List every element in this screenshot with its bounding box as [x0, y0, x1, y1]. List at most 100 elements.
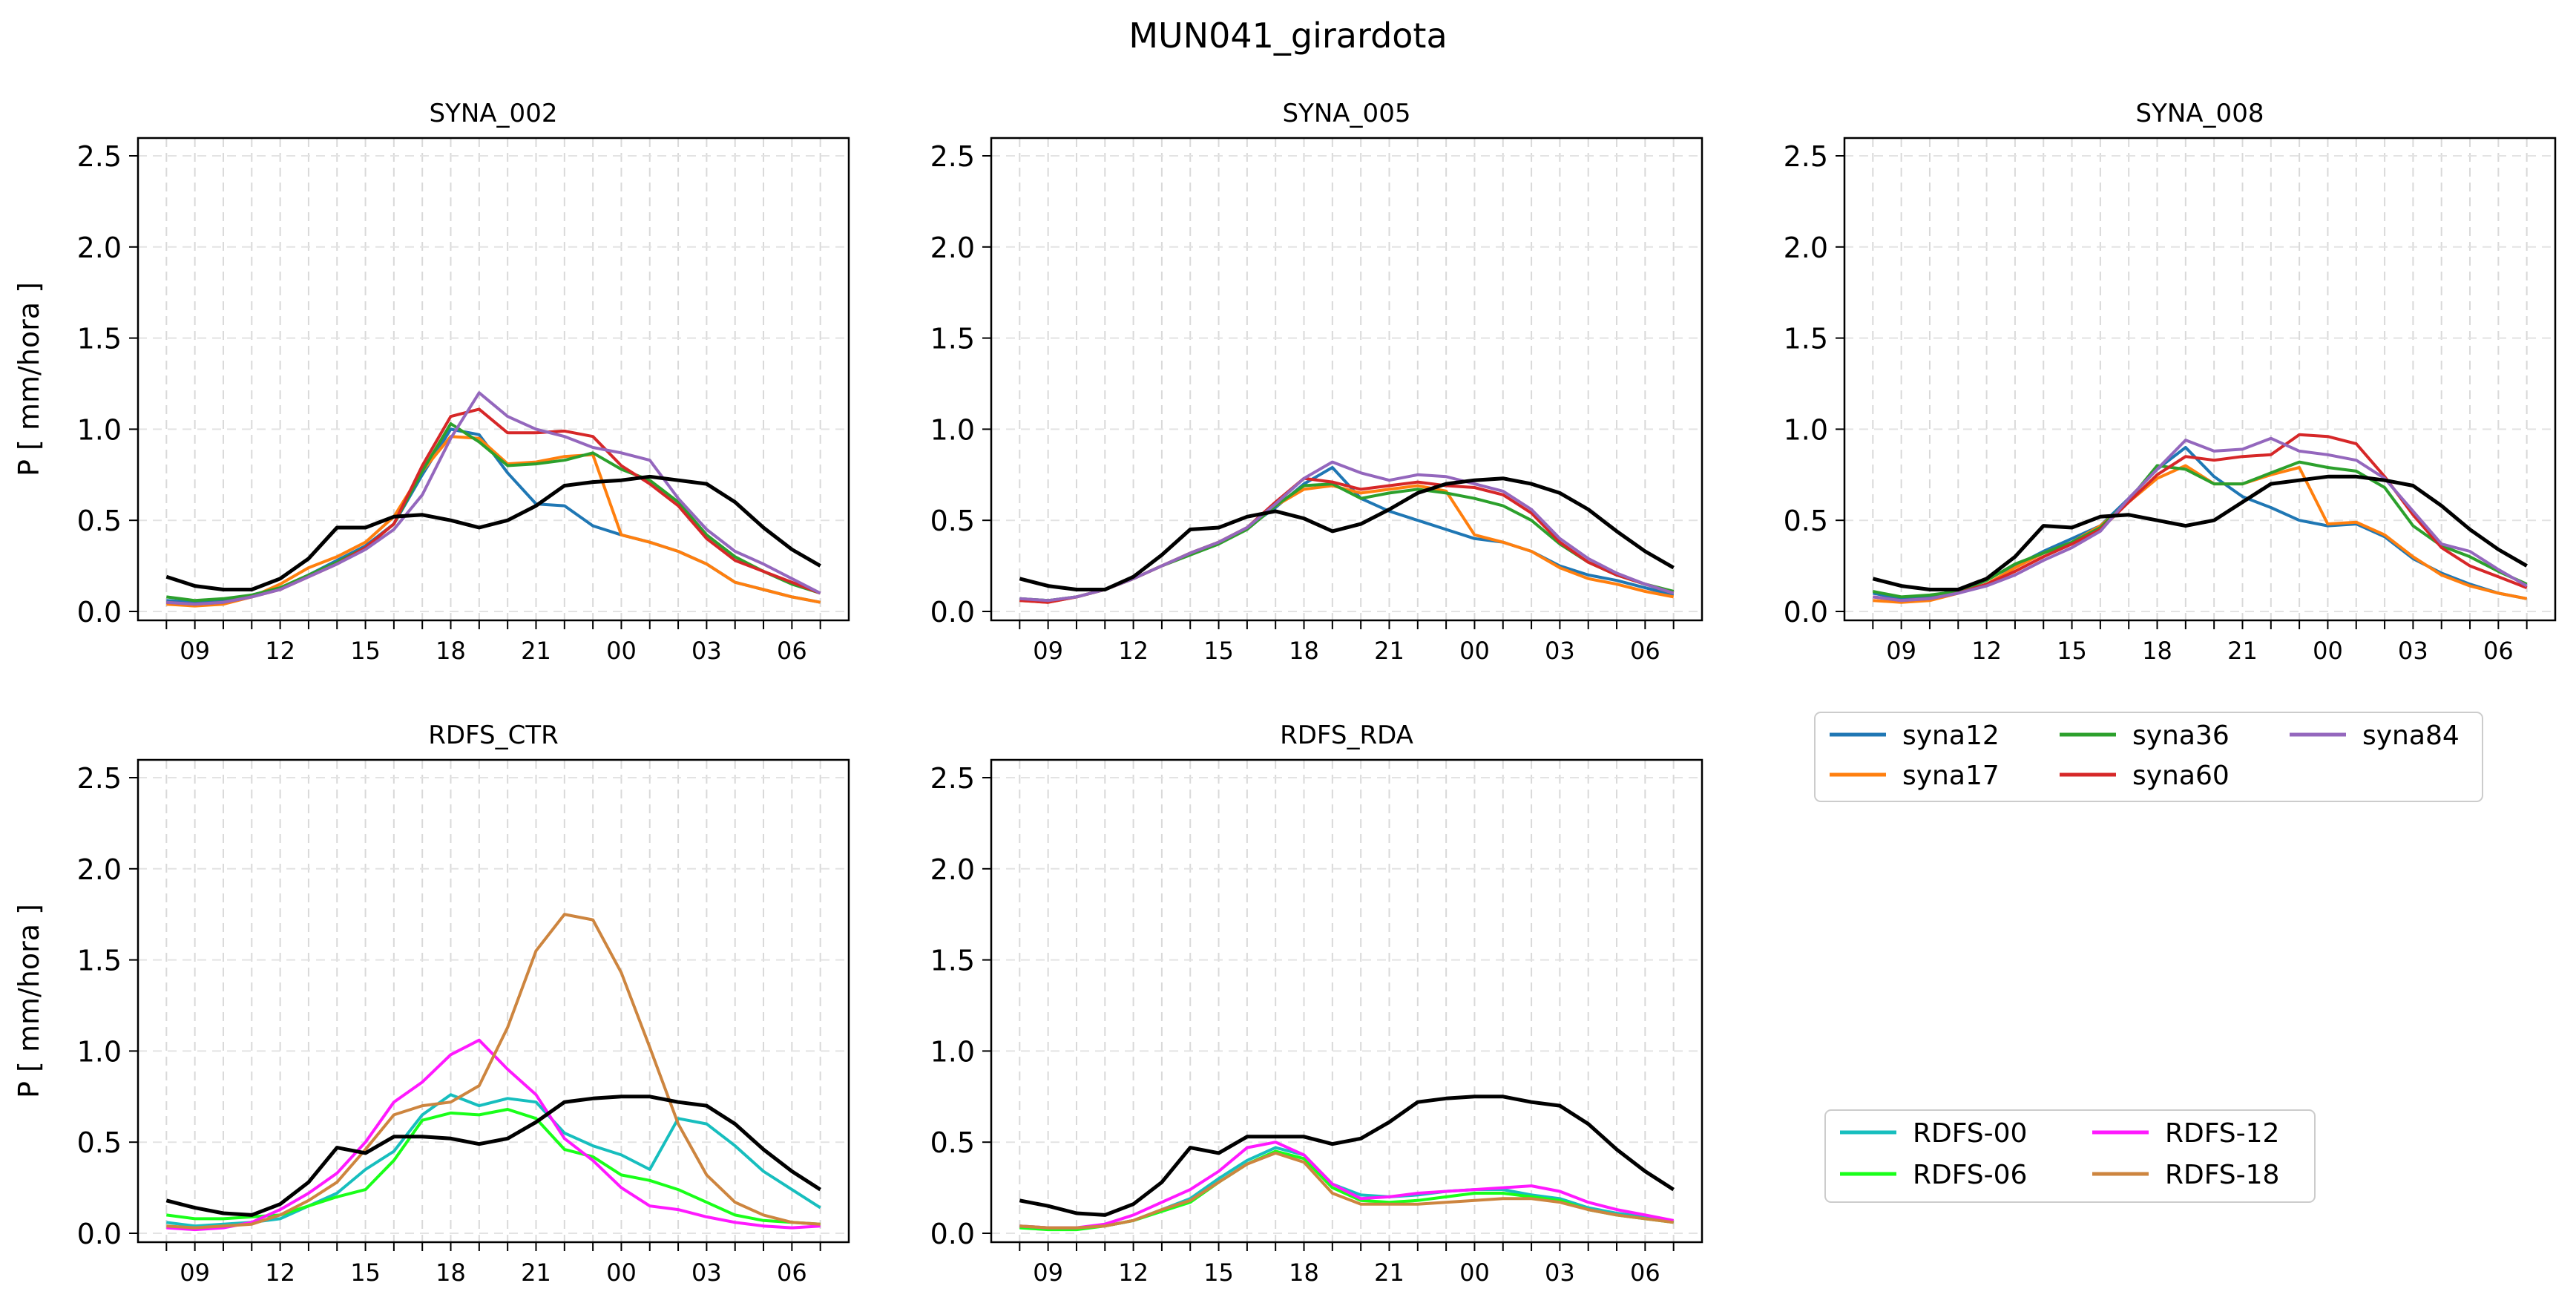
y-tick-label: 0.5	[1784, 505, 1828, 537]
series-line-syna17	[166, 435, 821, 608]
series-line-observed	[1872, 474, 2528, 591]
x-tick-label: 18	[2142, 637, 2172, 665]
y-tick-label: 0.0	[77, 1218, 122, 1250]
x-tick-label: 15	[2057, 637, 2087, 665]
y-tick-label: 1.0	[77, 1035, 122, 1068]
panel-syna-002: 0.0 0.5 1.0 1.5 2.0 2.5 09 12 15 18 21 00 03 06 SYNA_0…	[13, 99, 850, 665]
figure-title: MUN041_girardota	[1128, 16, 1447, 56]
series-line-syna84	[1873, 436, 2528, 603]
panel-title: SYNA_002	[430, 99, 558, 128]
y-tick-label: 1.0	[1784, 413, 1828, 446]
x-tick-label: 06	[777, 1259, 807, 1287]
y-tick-label: 1.5	[77, 323, 122, 355]
legend-label-rdfs-06: RDFS-06	[1913, 1160, 2027, 1190]
x-tick-label: 06	[1630, 1259, 1660, 1287]
y-tick-label: 2.0	[77, 853, 122, 886]
x-tick-label: 03	[1545, 1259, 1575, 1287]
series-line-rdfs-18	[166, 913, 821, 1230]
y-tick-label: 0.5	[77, 505, 122, 537]
x-tick-label: 18	[1289, 1259, 1319, 1287]
y-tick-label: 2.5	[77, 140, 122, 173]
panel-syna-005: 0.0 0.5 1.0 1.5 2.0 2.5 09 12 15 18 21 00 03 06 SYNA_0…	[930, 99, 1703, 665]
y-tick-label: 1.0	[930, 1035, 975, 1068]
panel-title: SYNA_005	[1283, 99, 1411, 128]
y-tick-label: 2.5	[930, 762, 975, 795]
x-tick-label: 15	[1203, 1259, 1234, 1287]
plot-frame	[990, 758, 1703, 1244]
y-tick-label: 1.5	[77, 945, 122, 977]
x-tick-label: 00	[1459, 637, 1490, 665]
x-tick-label: 09	[1033, 637, 1063, 665]
legend-label-syna36: syna36	[2132, 721, 2230, 751]
x-tick-label: 12	[1118, 1259, 1149, 1287]
panels: 0.0 0.5 1.0 1.5 2.0 2.5 09 12 15 18 21 00 03 06 SYNA_0…	[13, 99, 2557, 1287]
y-tick-label: 0.0	[930, 596, 975, 629]
panel-syna-008: 0.0 0.5 1.0 1.5 2.0 2.5 09 12 15 18 21 00 03 06 SYNA_0…	[1784, 99, 2557, 665]
legends: syna12syna17syna36syna60syna84RDFS-00RDF…	[1814, 712, 2483, 1203]
y-tick-label: 1.5	[930, 945, 975, 977]
series-line-observed	[1019, 476, 1675, 591]
x-tick-label: 18	[1289, 637, 1319, 665]
x-tick-label: 15	[350, 1259, 381, 1287]
x-tick-label: 03	[1545, 637, 1575, 665]
y-tick-label: 0.0	[930, 1218, 975, 1250]
x-tick-label: 12	[1971, 637, 2002, 665]
series-line-observed	[165, 1095, 822, 1217]
x-tick-label: 00	[1459, 1259, 1490, 1287]
x-tick-label: 03	[2398, 637, 2428, 665]
y-tick-label: 0.0	[1784, 596, 1828, 629]
x-tick-label: 00	[606, 1259, 637, 1287]
x-tick-label: 21	[2227, 637, 2258, 665]
legend-2: RDFS-00 RDFS-06 RDFS-12 RDFS-18	[1824, 1109, 2316, 1203]
y-tick-label: 2.0	[1784, 232, 1828, 264]
x-tick-label: 21	[1374, 637, 1404, 665]
x-tick-label: 09	[1886, 637, 1916, 665]
x-tick-label: 12	[265, 637, 295, 665]
x-tick-label: 03	[691, 1259, 722, 1287]
y-tick-label: 2.0	[930, 853, 975, 886]
x-tick-label: 12	[265, 1259, 295, 1287]
x-tick-label: 03	[691, 637, 722, 665]
x-tick-label: 09	[1033, 1259, 1063, 1287]
y-tick-label: 1.5	[930, 323, 975, 355]
y-axis-label: P [ mm/hora ]	[13, 282, 45, 476]
y-tick-label: 0.5	[77, 1126, 122, 1159]
plot-frame	[1843, 137, 2557, 622]
legend-1: syna12 syna17 syna36 syna60 syna84	[1814, 712, 2483, 802]
series-line-rdfs-12	[1019, 1141, 1675, 1230]
plot-frame	[137, 758, 850, 1244]
x-tick-label: 21	[521, 637, 551, 665]
x-tick-label: 09	[180, 1259, 210, 1287]
legend-label-syna12: syna12	[1902, 721, 2000, 751]
x-tick-label: 00	[606, 637, 637, 665]
x-tick-label: 21	[1374, 1259, 1404, 1287]
legend-label-rdfs-12: RDFS-12	[2165, 1118, 2279, 1149]
y-tick-label: 2.5	[930, 140, 975, 173]
x-tick-label: 09	[180, 637, 210, 665]
x-tick-label: 18	[436, 1259, 466, 1287]
legend-box	[1824, 1109, 2316, 1203]
panel-title: RDFS_CTR	[428, 721, 558, 750]
y-tick-label: 1.0	[77, 413, 122, 446]
series-line-rdfs-18	[1019, 1151, 1674, 1230]
plot-frame	[990, 137, 1703, 622]
y-tick-label: 2.5	[1784, 140, 1828, 173]
series-line-syna36	[166, 422, 821, 603]
x-tick-label: 21	[521, 1259, 551, 1287]
panel-rdfs-ctr: 0.0 0.5 1.0 1.5 2.0 2.5 09 12 15 18 21 00 03 06 RDFS_C…	[13, 721, 850, 1287]
legend-label-rdfs-00: RDFS-00	[1913, 1118, 2027, 1149]
x-tick-label: 06	[1630, 637, 1660, 665]
legend-label-syna84: syna84	[2362, 721, 2460, 751]
y-tick-label: 0.5	[930, 1126, 975, 1159]
x-tick-label: 06	[777, 637, 807, 665]
x-tick-label: 15	[1203, 637, 1234, 665]
legend-label-rdfs-18: RDFS-18	[2165, 1160, 2279, 1190]
y-axis-label: P [ mm/hora ]	[13, 904, 45, 1098]
x-tick-label: 15	[350, 637, 381, 665]
plot-frame	[137, 137, 850, 622]
y-tick-label: 2.0	[77, 232, 122, 264]
y-tick-label: 0.5	[930, 505, 975, 537]
x-tick-label: 00	[2313, 637, 2343, 665]
